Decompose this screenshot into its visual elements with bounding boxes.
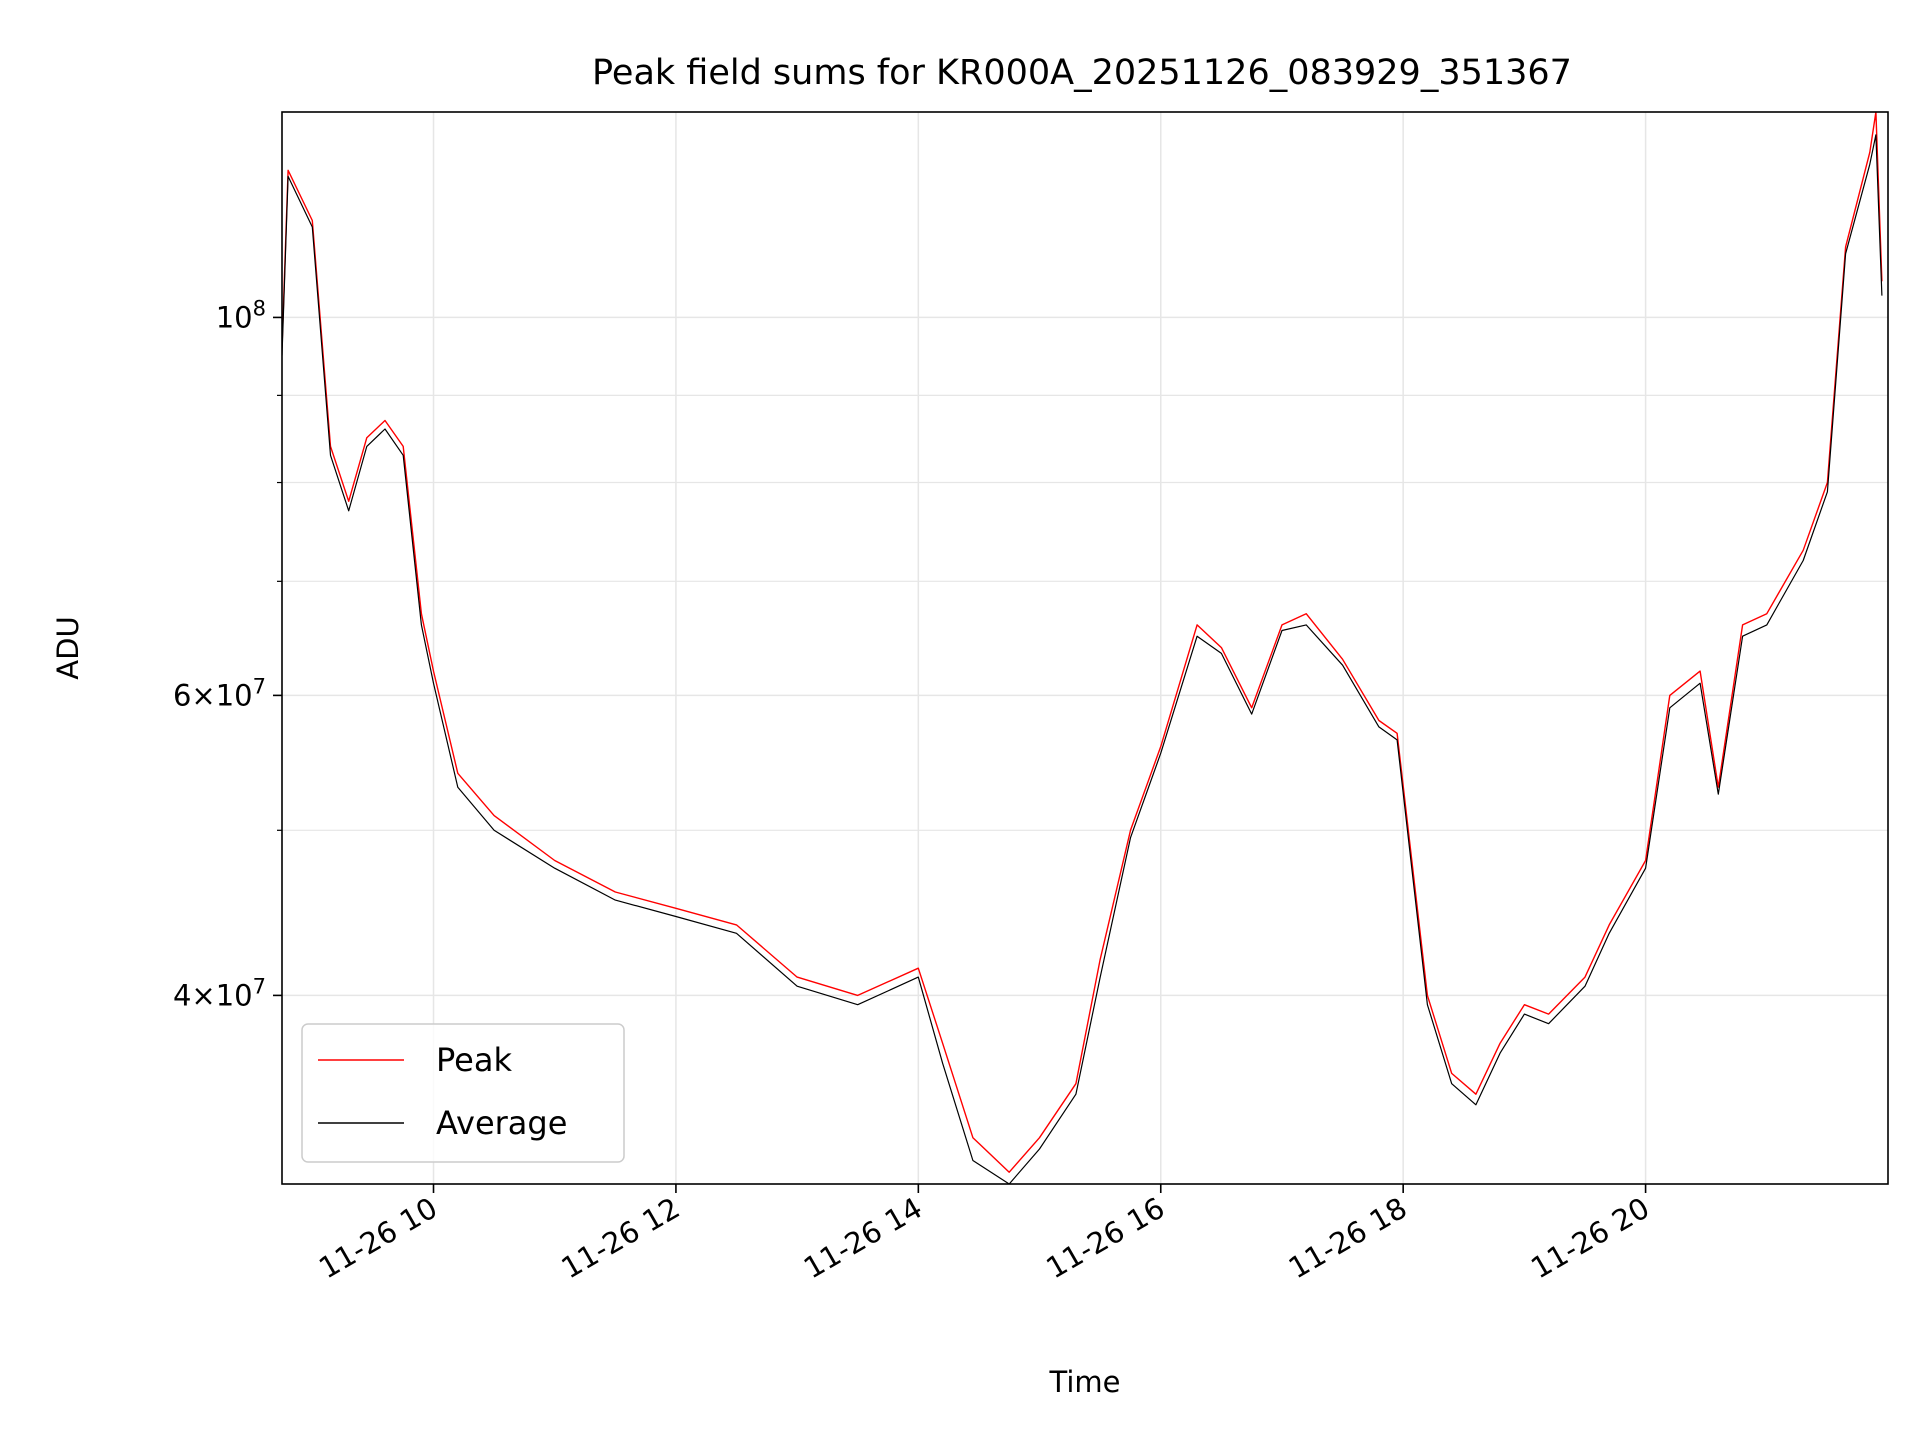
x-tick-label: 11-26 18 [1283,1191,1413,1286]
x-tick-label: 11-26 10 [313,1191,443,1286]
y-tick-label: 6×107 [173,674,266,712]
y-tick-label: 4×107 [173,974,266,1012]
y-axis-label: ADU [51,616,85,679]
grid [282,112,1888,1184]
legend: Peak Average [301,1023,625,1163]
y-tick-label: 108 [216,296,266,334]
chart-title: Peak field sums for KR000A_20251126_0839… [592,53,1572,93]
x-tick-label: 11-26 16 [1040,1191,1170,1286]
series-layer [282,112,1883,1184]
x-tick-label: 11-26 12 [556,1191,686,1286]
x-axis: 11-26 10 11-26 12 11-26 14 11-26 16 11-26 18… [313,1184,1655,1285]
legend-label-average: Average [436,1104,567,1142]
plot-frame [281,111,1889,1185]
series-line-peak [282,112,1883,1173]
legend-label-peak: Peak [436,1041,512,1079]
x-tick-label: 11-26 14 [798,1191,928,1286]
y-axis: 108 6×107 4×107 [173,296,282,1012]
x-tick-label: 11-26 20 [1525,1191,1655,1286]
series-line-average [282,134,1883,1184]
x-axis-label: Time [1049,1365,1121,1399]
legend-box [301,1023,625,1163]
